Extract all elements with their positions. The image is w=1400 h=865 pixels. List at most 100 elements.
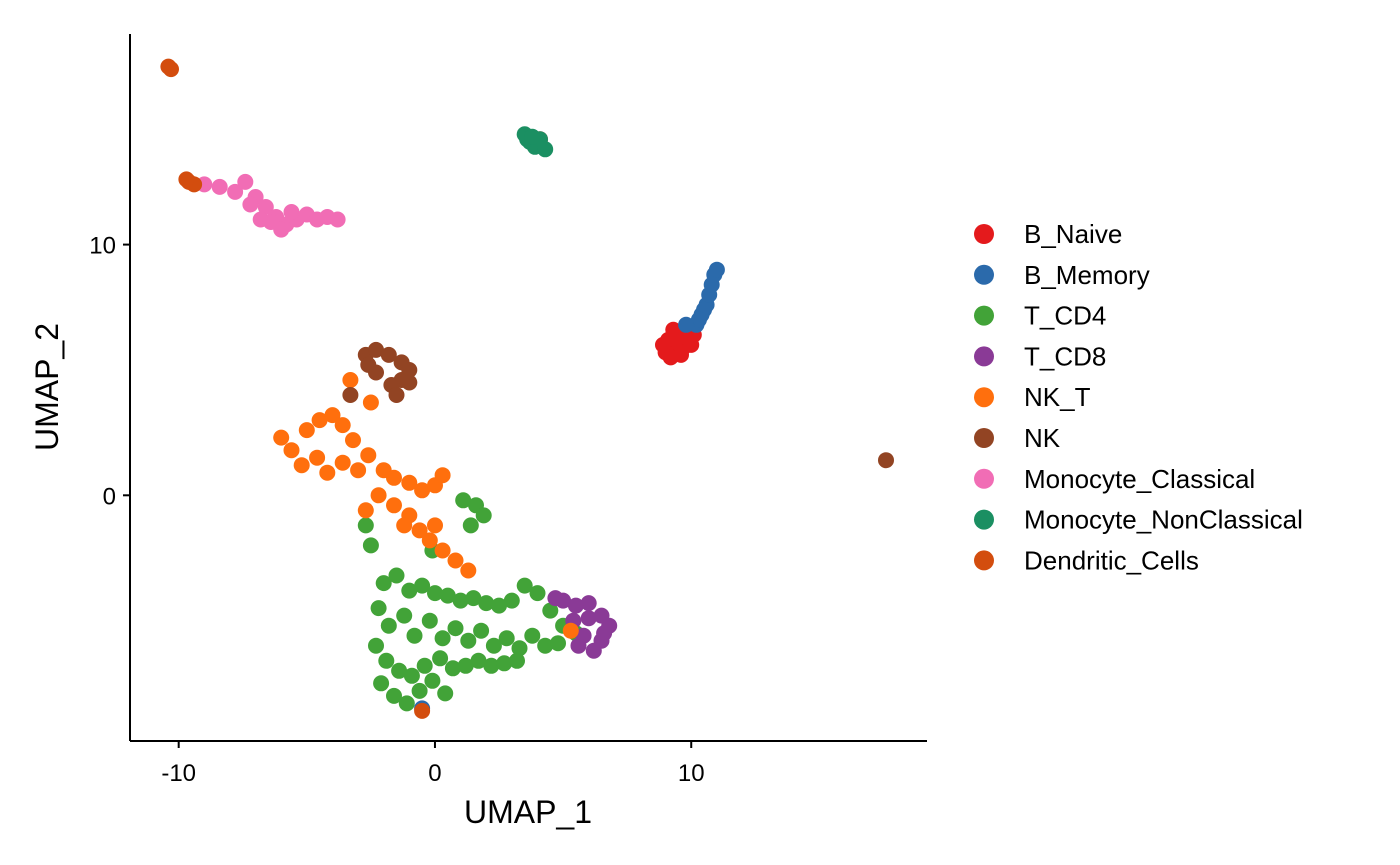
data-point [309, 449, 326, 466]
legend-item-Dendritic_Cells: Dendritic_Cells [974, 545, 1199, 575]
data-point [401, 374, 418, 391]
data-point [360, 447, 377, 464]
data-point [411, 522, 428, 539]
legend-key [974, 550, 994, 571]
data-point [401, 474, 418, 491]
legend-label: Monocyte_NonClassical [1024, 505, 1303, 535]
data-point [342, 372, 359, 388]
series-NK_T [273, 372, 579, 639]
data-point [391, 662, 408, 679]
data-point [163, 61, 179, 78]
data-point [434, 467, 451, 484]
data-point [503, 592, 520, 609]
legend-key [974, 346, 994, 367]
data-point [524, 627, 541, 644]
data-point [386, 687, 402, 704]
data-point [421, 612, 438, 629]
data-point [311, 412, 328, 429]
data-point [460, 562, 477, 579]
data-point [370, 600, 387, 617]
legend-label: NK_T [1024, 382, 1091, 412]
series-T_CD8 [547, 590, 618, 659]
series-NK [342, 341, 894, 469]
legend-key [974, 428, 994, 448]
data-point [237, 173, 254, 190]
data-point [432, 650, 449, 667]
data-point [414, 702, 431, 719]
data-point [329, 211, 346, 228]
data-point [421, 532, 438, 549]
data-point [424, 672, 441, 689]
data-point [516, 577, 533, 594]
data-point [478, 595, 495, 612]
data-point [416, 657, 433, 674]
data-point [483, 657, 500, 674]
data-point [437, 685, 454, 702]
data-point [396, 607, 413, 624]
legend-item-Monocyte_NonClassical: Monocyte_NonClassical [974, 505, 1303, 535]
data-point [401, 582, 418, 599]
data-point [370, 487, 387, 504]
data-point [434, 630, 451, 647]
legend-label: Dendritic_Cells [1024, 545, 1199, 575]
data-point [475, 507, 492, 524]
data-point [357, 517, 374, 534]
data-point [414, 482, 431, 499]
series-Monocyte_NonClassical [516, 126, 554, 158]
data-point [547, 590, 564, 607]
legend-item-NK_T: NK_T [974, 382, 1091, 412]
legend-key [974, 305, 994, 326]
legend-item-B_Memory: B_Memory [974, 260, 1150, 290]
legend-label: T_CD4 [1024, 301, 1106, 331]
data-point [242, 196, 259, 213]
legend-item-B_Naive: B_Naive [974, 219, 1122, 249]
data-point [524, 128, 541, 145]
data-point [257, 199, 274, 215]
data-point [447, 620, 464, 637]
x-tick-label: 0 [428, 760, 441, 787]
data-point [542, 602, 559, 619]
data-point [262, 214, 279, 230]
y-axis-title: UMAP_2 [29, 323, 65, 451]
data-point [498, 630, 515, 647]
data-point [227, 183, 244, 200]
data-point [273, 429, 290, 446]
data-point [406, 627, 423, 644]
data-point [403, 667, 420, 684]
data-point [562, 622, 579, 639]
data-point [375, 575, 392, 592]
legend-label: B_Naive [1024, 219, 1122, 249]
data-point [357, 502, 374, 519]
x-tick-label: -10 [161, 760, 196, 787]
data-point [319, 464, 336, 481]
data-point [567, 597, 584, 614]
data-point [386, 497, 402, 514]
data-point [509, 652, 525, 669]
legend-key [974, 468, 994, 489]
data-point [596, 625, 613, 642]
data-point [439, 587, 456, 604]
scatter-points-layer [160, 58, 894, 719]
data-point [434, 542, 451, 559]
series-B_Naive [532, 131, 702, 366]
data-point [380, 617, 397, 634]
legend-label: NK [1024, 423, 1061, 453]
data-point [878, 452, 894, 469]
data-point [485, 637, 502, 654]
data-point [690, 311, 707, 328]
x-axis-title: UMAP_1 [464, 794, 592, 830]
data-point [457, 657, 474, 674]
data-point [473, 622, 490, 639]
data-point [324, 407, 341, 424]
data-point [368, 341, 384, 358]
data-point [444, 660, 461, 677]
legend-key [974, 509, 994, 530]
series-T_CD4 [357, 492, 584, 712]
series-Dendritic_Cells [160, 58, 431, 719]
data-point [665, 321, 682, 338]
data-point [360, 356, 377, 373]
data-point [283, 442, 300, 459]
legend-label: T_CD8 [1024, 341, 1106, 371]
data-point [655, 336, 671, 353]
